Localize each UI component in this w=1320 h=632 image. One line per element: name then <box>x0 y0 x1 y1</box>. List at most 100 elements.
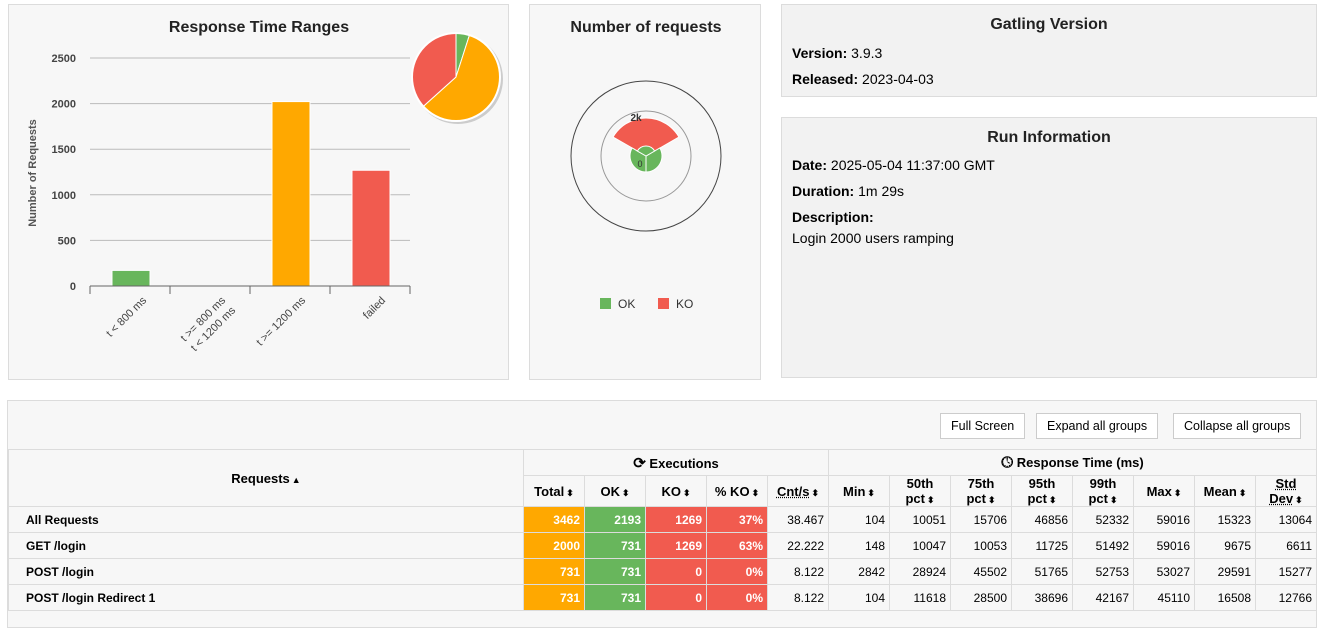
pie-outline <box>411 32 501 122</box>
date-value: 2025-05-04 11:37:00 GMT <box>830 157 995 173</box>
legend-ko-label[interactable]: KO <box>676 297 693 311</box>
col-total[interactable]: Total ⬍ <box>523 475 585 507</box>
table-row[interactable]: All Requests 3462 2193 1269 37% 38.467 104 1005… <box>8 506 1317 533</box>
cell-min: 104 <box>828 584 890 611</box>
cell-mean: 16508 <box>1194 584 1256 611</box>
col-min[interactable]: Min ⬍ <box>828 475 890 507</box>
cell-std: 12766 <box>1255 584 1317 611</box>
cell-p75: 28500 <box>950 584 1012 611</box>
requests-chart-title: Number of requests <box>570 19 721 36</box>
x-tick-label-slow: t >= 1200 ms <box>254 294 308 348</box>
cell-ok: 731 <box>584 558 646 585</box>
run-information-panel: Run Information Date: 2025-05-04 11:37:0… <box>781 117 1317 378</box>
date-line: Date: 2025-05-04 11:37:00 GMT <box>792 157 1316 173</box>
cell-max: 59016 <box>1133 506 1195 533</box>
cell-cnt: 22.222 <box>767 532 829 559</box>
cell-pct-ko: 0% <box>706 558 768 585</box>
description-label-line: Description: <box>792 209 1316 225</box>
cell-min: 104 <box>828 506 890 533</box>
request-name[interactable]: POST /login Redirect 1 <box>8 584 524 611</box>
col-pct-ko[interactable]: % KO ⬍ <box>706 475 768 507</box>
bar[interactable] <box>351 169 391 287</box>
number-of-requests-panel: Number of requests 2k 0 OK KO <box>529 4 761 380</box>
cell-std: 15277 <box>1255 558 1317 585</box>
col-p50[interactable]: 50th pct ⬍ <box>889 475 951 507</box>
y-axis-label: Number of Requests <box>27 119 39 227</box>
cell-p50: 10047 <box>889 532 951 559</box>
request-name[interactable]: All Requests <box>8 506 524 533</box>
response-time-ranges-panel: Response Time Ranges Number of Requests … <box>8 4 509 380</box>
polar-sector-ko[interactable] <box>612 117 680 157</box>
cell-pct-ko: 37% <box>706 506 768 533</box>
cell-pct-ko: 63% <box>706 532 768 559</box>
released-line: Released: 2023-04-03 <box>792 71 1316 87</box>
response-time-ranges-chart: Response Time Ranges Number of Requests … <box>27 19 503 354</box>
cell-mean: 29591 <box>1194 558 1256 585</box>
gatling-version-panel: Gatling Version Version: 3.9.3 Released:… <box>781 4 1317 97</box>
cell-p99: 42167 <box>1072 584 1134 611</box>
cell-max: 53027 <box>1133 558 1195 585</box>
request-name[interactable]: GET /login <box>8 532 524 559</box>
bar[interactable] <box>111 269 151 287</box>
chart-title: Response Time Ranges <box>169 19 349 36</box>
sort-asc-icon: ▲ <box>291 474 301 485</box>
polar-center-label: 0 <box>637 159 642 169</box>
col-std-dev[interactable]: Std Dev ⬍ <box>1255 475 1317 507</box>
released-label: Released: <box>792 71 859 87</box>
cell-p50: 28924 <box>889 558 951 585</box>
gatling-version-title: Gatling Version <box>990 16 1108 33</box>
cell-cnt: 8.122 <box>767 558 829 585</box>
outer-ring <box>570 80 722 232</box>
col-p95[interactable]: 95th pct ⬍ <box>1011 475 1073 507</box>
col-p99[interactable]: 99th pct ⬍ <box>1072 475 1134 507</box>
cell-ko: 0 <box>645 558 707 585</box>
version-value: 3.9.3 <box>851 45 883 61</box>
collapse-all-groups-button[interactable]: Collapse all groups <box>1173 413 1302 439</box>
refresh-icon: ⟳ <box>633 454 646 472</box>
col-p75[interactable]: 75th pct ⬍ <box>950 475 1012 507</box>
y-tick-label: 0 <box>70 281 76 293</box>
table-row[interactable]: POST /login 731 731 0 0% 8.122 2842 28924 45502 5… <box>8 558 1317 585</box>
released-value: 2023-04-03 <box>862 71 934 87</box>
cell-p99: 52753 <box>1072 558 1134 585</box>
inner-ring <box>600 110 692 202</box>
legend-ok-swatch[interactable] <box>600 298 611 309</box>
cell-max: 45110 <box>1133 584 1195 611</box>
legend-ok-label[interactable]: OK <box>618 297 635 311</box>
response-time-header: 🕓︎ Response Time (ms) <box>828 449 1317 476</box>
legend-ko-swatch[interactable] <box>658 298 669 309</box>
run-information-title: Run Information <box>987 129 1111 146</box>
cell-mean: 15323 <box>1194 506 1256 533</box>
requests-column-header[interactable]: Requests ▲ <box>8 449 524 507</box>
y-tick-label: 2500 <box>52 53 76 65</box>
col-mean[interactable]: Mean ⬍ <box>1194 475 1256 507</box>
col-cnt-per-sec[interactable]: Cnt/s ⬍ <box>767 475 829 507</box>
table-row[interactable]: POST /login Redirect 1 731 731 0 0% 8.122 104 1… <box>8 584 1317 611</box>
expand-all-groups-button[interactable]: Expand all groups <box>1036 413 1159 439</box>
cell-p95: 11725 <box>1011 532 1073 559</box>
cell-min: 148 <box>828 532 890 559</box>
duration-label: Duration: <box>792 183 855 199</box>
x-tick-label-failed: failed <box>361 295 388 322</box>
version-label: Version: <box>792 45 848 61</box>
col-ko[interactable]: KO ⬍ <box>645 475 707 507</box>
cell-p50: 11618 <box>889 584 951 611</box>
polar-sector-ok[interactable] <box>636 145 656 157</box>
bar[interactable] <box>271 101 311 287</box>
request-name[interactable]: POST /login <box>8 558 524 585</box>
number-of-requests-chart: Number of requests 2k 0 OK KO <box>570 19 722 311</box>
cell-p95: 38696 <box>1011 584 1073 611</box>
col-max[interactable]: Max ⬍ <box>1133 475 1195 507</box>
cell-mean: 9675 <box>1194 532 1256 559</box>
full-screen-button[interactable]: Full Screen <box>940 413 1026 439</box>
cell-total: 731 <box>523 584 585 611</box>
cell-cnt: 8.122 <box>767 584 829 611</box>
table-row[interactable]: GET /login 2000 731 1269 63% 22.222 148 10047 10… <box>8 532 1317 559</box>
cell-p95: 51765 <box>1011 558 1073 585</box>
cell-ok: 731 <box>584 532 646 559</box>
col-ok[interactable]: OK ⬍ <box>584 475 646 507</box>
cell-total: 731 <box>523 558 585 585</box>
cell-std: 6611 <box>1255 532 1317 559</box>
cell-max: 59016 <box>1133 532 1195 559</box>
duration-value: 1m 29s <box>858 183 905 199</box>
